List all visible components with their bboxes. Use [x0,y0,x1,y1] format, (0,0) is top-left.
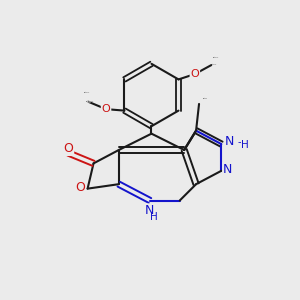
Text: methoxy: methoxy [213,56,219,58]
Text: methyl: methyl [86,101,91,102]
Text: -: - [237,137,241,147]
Text: H: H [241,140,248,150]
Text: O: O [190,69,199,79]
Text: N: N [145,204,154,218]
Text: methyl: methyl [202,97,208,99]
Text: H: H [150,212,158,223]
Text: methoxy: methoxy [88,100,94,102]
Text: N: N [225,135,234,148]
Text: O: O [75,181,85,194]
Text: methoxy: methoxy [84,92,90,93]
Text: O: O [102,104,110,114]
Text: O: O [63,142,73,155]
Text: methoxy: methoxy [211,64,218,65]
Text: N: N [223,163,232,176]
